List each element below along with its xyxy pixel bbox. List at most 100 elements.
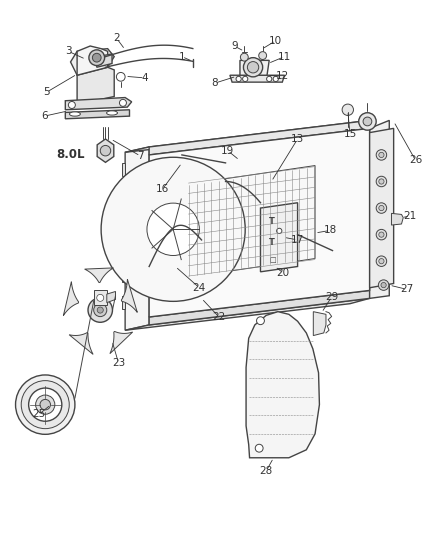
Polygon shape: [122, 296, 125, 309]
Text: 6: 6: [41, 111, 48, 121]
Text: 4: 4: [141, 73, 148, 83]
Polygon shape: [370, 128, 394, 288]
Circle shape: [120, 99, 127, 107]
Circle shape: [376, 176, 387, 187]
Text: 17: 17: [291, 235, 304, 245]
Polygon shape: [71, 49, 114, 75]
Circle shape: [244, 58, 263, 77]
Polygon shape: [65, 98, 132, 110]
Text: 1: 1: [179, 52, 185, 62]
Circle shape: [255, 445, 263, 452]
Text: 7: 7: [137, 151, 144, 161]
Polygon shape: [246, 312, 319, 458]
Polygon shape: [370, 120, 389, 298]
Polygon shape: [392, 213, 403, 225]
Text: 21: 21: [403, 211, 417, 221]
Circle shape: [35, 395, 55, 414]
Text: 13: 13: [291, 134, 304, 144]
Polygon shape: [85, 268, 113, 282]
Circle shape: [359, 112, 376, 130]
Circle shape: [100, 146, 111, 156]
Text: 12: 12: [276, 71, 289, 82]
Circle shape: [376, 229, 387, 240]
Text: 28: 28: [260, 466, 273, 476]
Text: 29: 29: [325, 292, 338, 302]
Circle shape: [101, 157, 245, 301]
Text: 10: 10: [269, 36, 283, 46]
Circle shape: [243, 76, 248, 82]
Circle shape: [92, 53, 101, 62]
Circle shape: [259, 52, 267, 60]
Text: 24: 24: [193, 282, 206, 293]
Polygon shape: [122, 163, 125, 176]
Polygon shape: [149, 120, 370, 155]
Text: 25: 25: [32, 409, 46, 419]
Polygon shape: [188, 166, 315, 277]
Circle shape: [68, 101, 75, 109]
Circle shape: [277, 228, 282, 233]
Text: 5: 5: [43, 87, 50, 97]
Polygon shape: [261, 203, 297, 272]
Text: 26: 26: [409, 155, 422, 165]
Polygon shape: [64, 282, 78, 316]
Polygon shape: [65, 110, 130, 119]
Text: 27: 27: [400, 284, 413, 294]
Circle shape: [378, 280, 389, 290]
Text: 2: 2: [113, 33, 120, 43]
Ellipse shape: [70, 112, 81, 116]
Circle shape: [28, 388, 62, 421]
Circle shape: [379, 232, 384, 237]
Text: 15: 15: [343, 128, 357, 139]
Polygon shape: [125, 147, 149, 330]
Circle shape: [379, 152, 384, 158]
Polygon shape: [122, 189, 125, 203]
Polygon shape: [230, 75, 285, 82]
Circle shape: [97, 307, 103, 313]
Polygon shape: [125, 298, 370, 330]
Circle shape: [342, 104, 353, 116]
Text: 8.0L: 8.0L: [57, 148, 85, 161]
Polygon shape: [122, 216, 125, 229]
Circle shape: [94, 303, 107, 317]
Circle shape: [247, 62, 259, 73]
Circle shape: [88, 298, 113, 322]
Circle shape: [376, 150, 387, 160]
Text: 3: 3: [65, 46, 72, 56]
Circle shape: [376, 256, 387, 266]
Text: T: T: [268, 238, 274, 247]
Text: T: T: [268, 217, 274, 226]
Polygon shape: [313, 312, 326, 336]
Polygon shape: [122, 269, 125, 282]
Circle shape: [15, 375, 75, 434]
Circle shape: [273, 76, 279, 82]
Polygon shape: [110, 332, 133, 354]
Circle shape: [236, 76, 241, 82]
Polygon shape: [69, 333, 93, 354]
Text: 23: 23: [112, 358, 125, 368]
Text: □: □: [269, 257, 276, 263]
Circle shape: [267, 76, 272, 82]
Circle shape: [240, 53, 248, 61]
Text: 22: 22: [212, 312, 226, 322]
Circle shape: [117, 72, 125, 81]
Circle shape: [89, 50, 105, 66]
Polygon shape: [97, 139, 114, 163]
Polygon shape: [121, 279, 137, 312]
Text: 20: 20: [277, 268, 290, 278]
Polygon shape: [149, 128, 370, 317]
Polygon shape: [125, 120, 370, 152]
Circle shape: [379, 205, 384, 211]
Circle shape: [379, 259, 384, 264]
Circle shape: [21, 381, 69, 429]
Polygon shape: [240, 60, 269, 75]
Ellipse shape: [106, 111, 117, 115]
Circle shape: [376, 203, 387, 213]
Circle shape: [147, 203, 199, 255]
Polygon shape: [97, 54, 112, 67]
Circle shape: [379, 179, 384, 184]
Polygon shape: [94, 290, 107, 305]
Polygon shape: [77, 46, 108, 75]
Text: 9: 9: [231, 41, 237, 51]
Text: 18: 18: [324, 225, 337, 236]
Text: 11: 11: [278, 52, 291, 62]
